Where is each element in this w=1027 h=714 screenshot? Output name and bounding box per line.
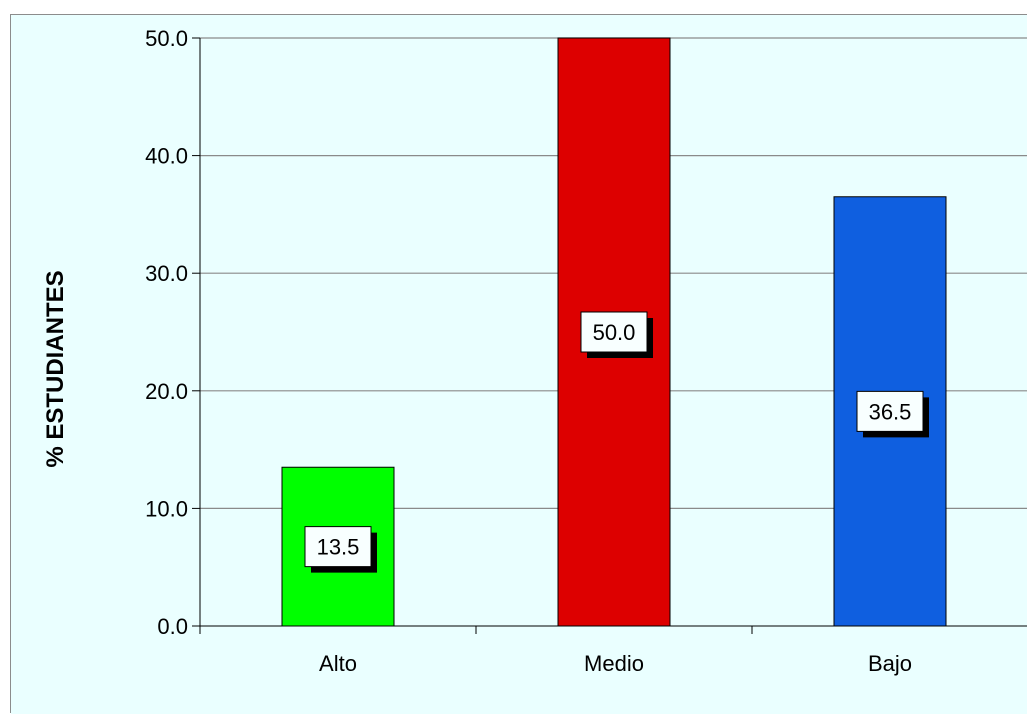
data-labels: 13.5 50.0 36.5	[304, 311, 929, 573]
y-tick-label: 10.0	[145, 496, 188, 521]
y-tick-label: 0.0	[157, 614, 188, 639]
y-tick-label: 50.0	[145, 26, 188, 51]
data-label: 36.5	[869, 399, 912, 424]
y-tick-label: 30.0	[145, 261, 188, 286]
x-tick-label: Alto	[319, 651, 357, 676]
y-tick-label: 40.0	[145, 144, 188, 169]
axes: 0.0 10.0 20.0 30.0 40.0 50.0 Alto Medio Bajo	[145, 26, 1027, 676]
y-axis-title: % ESTUDIANTES	[42, 270, 69, 467]
data-label-box	[304, 526, 372, 568]
y-tick-label: 20.0	[145, 379, 188, 404]
data-label-box	[580, 311, 648, 353]
data-label-box	[856, 390, 924, 432]
x-tick-label: Bajo	[868, 651, 912, 676]
chart-frame: 0.0 10.0 20.0 30.0 40.0 50.0 Alto Medio Bajo 13.…	[10, 14, 1027, 714]
x-tick-label: Medio	[584, 651, 644, 676]
data-label: 50.0	[593, 320, 636, 345]
data-label: 13.5	[317, 535, 360, 560]
bar-chart: 0.0 10.0 20.0 30.0 40.0 50.0 Alto Medio Bajo 13.…	[11, 15, 1027, 714]
